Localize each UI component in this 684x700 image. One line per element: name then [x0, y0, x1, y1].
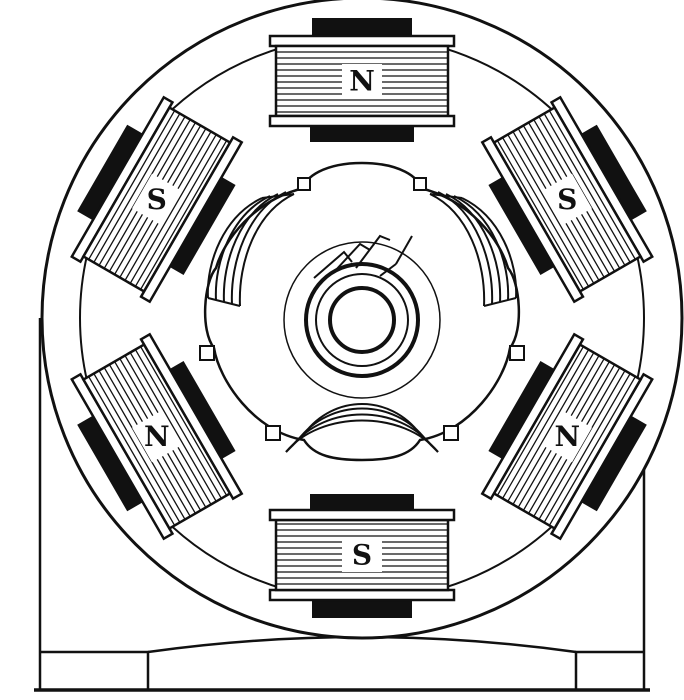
pole-label: N: [349, 65, 375, 98]
pole-label: N: [554, 420, 580, 453]
pole-label: N: [144, 420, 170, 453]
field-poles: N S N S N S: [54, 16, 670, 620]
field-pole: N: [467, 325, 670, 549]
field-pole: S: [268, 492, 456, 620]
field-pole: N: [54, 325, 257, 549]
brush-leads: [313, 234, 413, 279]
commutator: [283, 241, 441, 399]
field-pole: N: [268, 16, 456, 144]
pole-label: S: [352, 539, 372, 572]
field-pole: S: [467, 87, 670, 311]
field-pole: S: [54, 87, 257, 311]
armature-coils: [206, 191, 518, 453]
pole-label: S: [557, 183, 577, 216]
pole-label: S: [147, 183, 167, 216]
